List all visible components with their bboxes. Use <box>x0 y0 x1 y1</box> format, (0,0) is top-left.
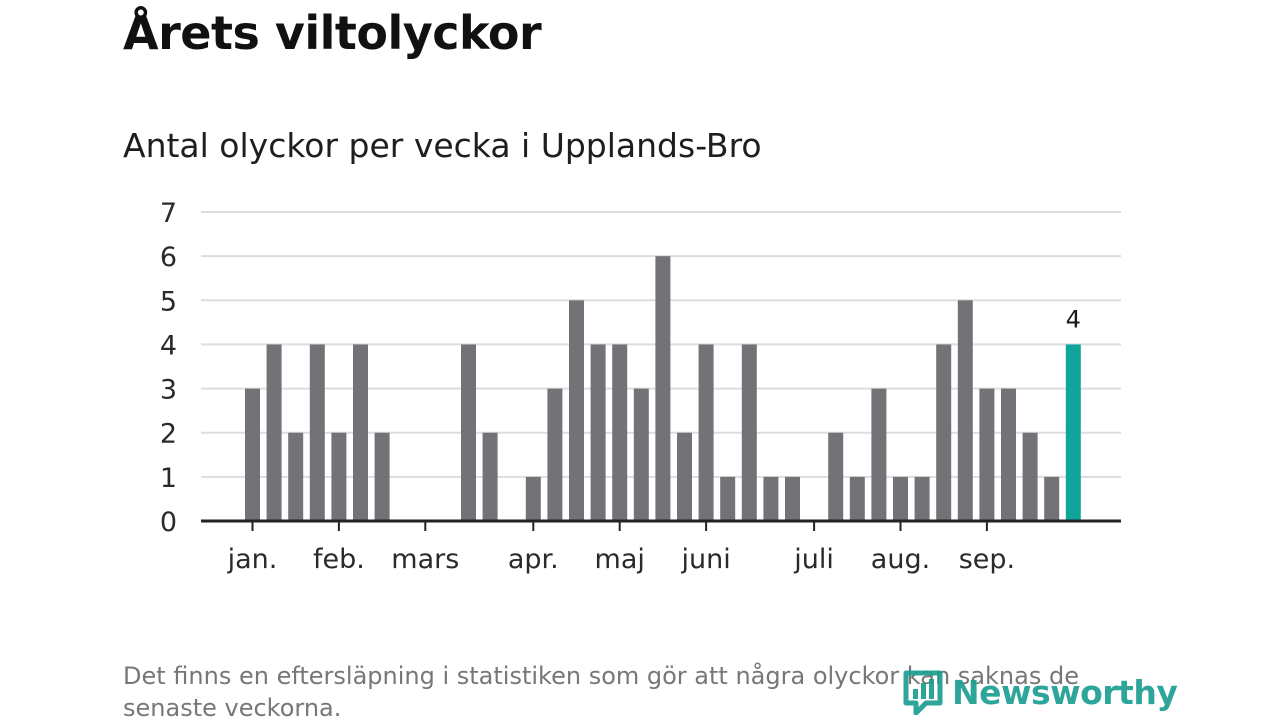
month-label: mars <box>391 544 459 575</box>
bar <box>331 432 347 521</box>
y-tick-label: 0 <box>160 507 177 538</box>
bar <box>1001 388 1016 521</box>
month-label: juli <box>793 544 834 575</box>
bar <box>720 476 736 521</box>
bar <box>979 388 995 521</box>
newsworthy-logo-text: Newsworthy <box>952 672 1178 712</box>
bar <box>590 344 606 521</box>
month-label: feb. <box>313 544 365 575</box>
y-tick-label: 4 <box>160 330 177 361</box>
month-label: aug. <box>871 544 930 575</box>
bar <box>374 432 390 521</box>
bar <box>547 388 563 521</box>
newsworthy-logo-icon <box>903 670 943 715</box>
bar <box>353 344 368 521</box>
bar <box>936 344 952 521</box>
bar <box>569 300 584 521</box>
month-label: sep. <box>959 544 1015 575</box>
bar <box>266 344 282 521</box>
y-tick-label: 7 <box>160 198 177 229</box>
bar <box>525 476 541 521</box>
bar <box>828 432 844 521</box>
bar <box>461 344 476 521</box>
bar <box>785 476 800 521</box>
bar <box>309 344 325 521</box>
chart-title: Årets viltolyckor <box>123 6 542 60</box>
y-axis-labels: 0 1 2 3 4 5 6 7 <box>160 198 177 538</box>
x-axis: jan. feb. mars apr. maj juni juli aug. sep. <box>201 519 1121 575</box>
y-tick-label: 2 <box>160 419 177 450</box>
month-label: apr. <box>508 544 559 575</box>
month-label: juni <box>680 544 730 575</box>
bar <box>677 432 692 521</box>
month-label: jan. <box>227 544 278 575</box>
bar <box>893 476 908 521</box>
bar <box>482 432 498 521</box>
month-label: maj <box>595 544 645 575</box>
footnote: Det finns en eftersläpning i statistiken… <box>123 662 1079 722</box>
bar <box>741 344 757 521</box>
bar <box>1022 432 1038 521</box>
bar <box>698 344 714 521</box>
bar <box>288 432 304 521</box>
bar <box>655 256 671 521</box>
bar <box>245 388 260 521</box>
y-tick-label: 6 <box>160 242 177 273</box>
bars: 4 <box>245 256 1081 521</box>
latest-value-label: 4 <box>1066 305 1081 333</box>
bar <box>763 476 779 521</box>
newsworthy-logo: Newsworthy <box>902 668 1178 716</box>
y-tick-label: 3 <box>160 375 177 406</box>
bar <box>1044 476 1060 521</box>
bar <box>914 476 930 521</box>
y-tick-label: 5 <box>160 286 177 317</box>
bar <box>849 476 865 521</box>
y-tick-label: 1 <box>160 463 177 494</box>
chart-subtitle: Antal olyckor per vecka i Upplands-Bro <box>123 126 762 165</box>
bar-chart: 0 1 2 3 4 5 6 7 4 jan. feb. mars apr. maj juni juli au… <box>160 198 1121 575</box>
bar-latest-week <box>1065 344 1081 521</box>
bar <box>871 388 887 521</box>
bar <box>633 388 649 521</box>
bar <box>612 344 628 521</box>
bar <box>957 300 973 521</box>
